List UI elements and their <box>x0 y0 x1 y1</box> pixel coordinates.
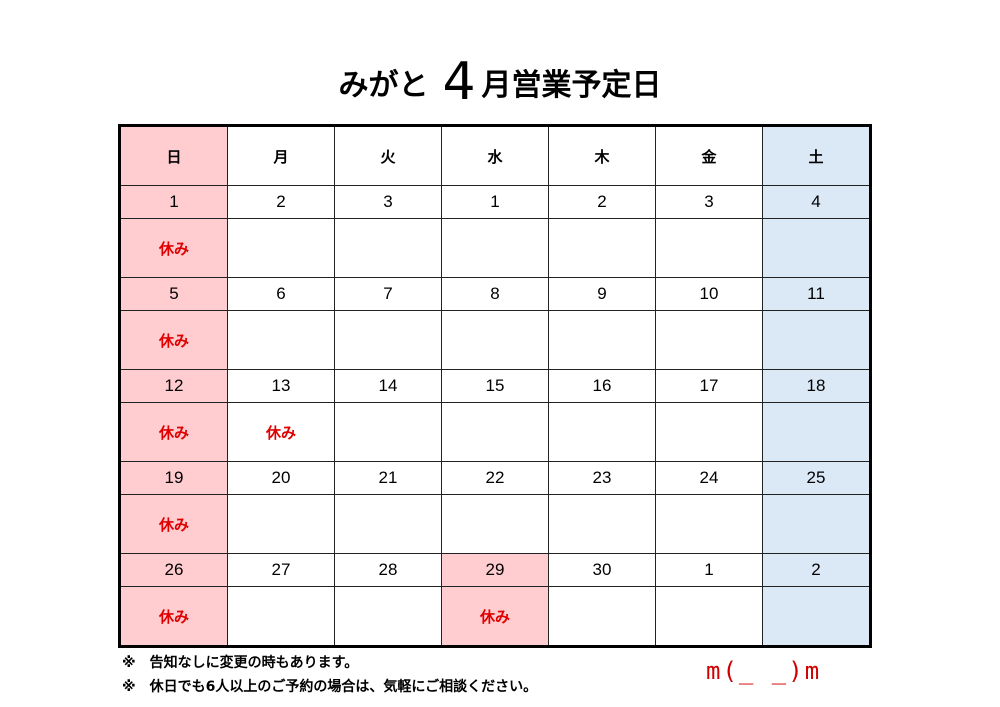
status-cell: 休み <box>119 586 228 647</box>
date-cell: 19 <box>119 461 228 495</box>
weekday-header: 土 <box>762 125 871 186</box>
page-title: みがと 4 月営業予定日 <box>0 52 1000 112</box>
note-row: 休み 休み <box>119 586 871 647</box>
date-cell: 1 <box>655 553 763 587</box>
status-cell: 休み <box>119 310 228 370</box>
status-cell <box>334 586 442 647</box>
status-cell: 休み <box>119 218 228 278</box>
status-cell <box>548 402 656 462</box>
status-cell <box>655 402 763 462</box>
date-cell: 26 <box>119 553 228 587</box>
date-cell: 11 <box>762 277 871 311</box>
status-cell <box>762 310 871 370</box>
status-cell <box>655 586 763 647</box>
date-cell: 9 <box>548 277 656 311</box>
month-number: 4 <box>442 52 476 112</box>
weekday-header: 月 <box>227 125 335 186</box>
status-cell <box>334 218 442 278</box>
status-cell <box>548 494 656 554</box>
date-cell: 27 <box>227 553 335 587</box>
date-cell: 25 <box>762 461 871 495</box>
date-cell: 8 <box>441 277 549 311</box>
footnote-1: ※ 告知なしに変更の時もあります。 <box>122 655 359 671</box>
date-cell: 3 <box>334 185 442 219</box>
date-cell: 1 <box>119 185 228 219</box>
date-cell: 24 <box>655 461 763 495</box>
status-cell <box>334 402 442 462</box>
status-cell <box>762 402 871 462</box>
date-cell: 10 <box>655 277 763 311</box>
weekday-header: 金 <box>655 125 763 186</box>
date-cell: 5 <box>119 277 228 311</box>
date-cell: 29 <box>441 553 549 587</box>
note-row: 休み 休み <box>119 402 871 462</box>
date-cell: 22 <box>441 461 549 495</box>
date-cell: 6 <box>227 277 335 311</box>
date-cell: 7 <box>334 277 442 311</box>
status-cell: 休み <box>227 402 335 462</box>
shop-name: みがと <box>338 68 429 103</box>
status-cell <box>762 494 871 554</box>
status-cell: 休み <box>119 494 228 554</box>
weekday-header-row: 日月火水木金土 <box>119 125 871 186</box>
date-cell: 3 <box>655 185 763 219</box>
date-cell: 23 <box>548 461 656 495</box>
note-row: 休み <box>119 218 871 278</box>
date-cell: 28 <box>334 553 442 587</box>
note-row: 休み <box>119 310 871 370</box>
date-row: 26 27 28 29 30 1 2 <box>119 553 871 587</box>
status-cell: 休み <box>441 586 549 647</box>
date-cell: 4 <box>762 185 871 219</box>
status-cell <box>655 310 763 370</box>
date-row: 5 6 7 8 9 10 11 <box>119 277 871 311</box>
date-cell: 20 <box>227 461 335 495</box>
status-cell <box>334 310 442 370</box>
date-row: 12 13 14 15 16 17 18 <box>119 369 871 403</box>
date-cell: 15 <box>441 369 549 403</box>
weekday-header: 日 <box>119 125 228 186</box>
date-row: 19 20 21 22 23 24 25 <box>119 461 871 495</box>
date-cell: 30 <box>548 553 656 587</box>
status-cell <box>655 494 763 554</box>
weekday-header: 木 <box>548 125 656 186</box>
status-cell <box>441 402 549 462</box>
weekday-header: 水 <box>441 125 549 186</box>
note-row: 休み <box>119 494 871 554</box>
date-cell: 17 <box>655 369 763 403</box>
status-cell <box>441 218 549 278</box>
status-cell <box>227 494 335 554</box>
date-cell: 1 <box>441 185 549 219</box>
status-cell <box>334 494 442 554</box>
footnote-2: ※ 休日でも6人以上のご予約の場合は、気軽にご相談ください。 <box>122 679 538 695</box>
date-cell: 16 <box>548 369 656 403</box>
date-cell: 12 <box>119 369 228 403</box>
status-cell <box>762 218 871 278</box>
status-cell <box>227 310 335 370</box>
date-cell: 13 <box>227 369 335 403</box>
status-cell <box>548 218 656 278</box>
date-cell: 2 <box>762 553 871 587</box>
calendar-table: 日月火水木金土 1 2 3 1 2 3 4 休み 5 6 7 8 9 10 11 休み 12 13 14 15 16 17 1… <box>118 124 872 648</box>
status-cell <box>227 218 335 278</box>
date-cell: 14 <box>334 369 442 403</box>
date-cell: 18 <box>762 369 871 403</box>
title-suffix: 月営業予定日 <box>481 68 662 103</box>
weekday-header: 火 <box>334 125 442 186</box>
date-cell: 21 <box>334 461 442 495</box>
status-cell <box>548 310 656 370</box>
status-cell <box>655 218 763 278</box>
status-cell <box>441 310 549 370</box>
status-cell <box>441 494 549 554</box>
status-cell <box>762 586 871 647</box>
status-cell <box>227 586 335 647</box>
status-cell: 休み <box>119 402 228 462</box>
emoticon: m(_ _)m <box>706 657 822 685</box>
status-cell <box>548 586 656 647</box>
date-cell: 2 <box>548 185 656 219</box>
date-cell: 2 <box>227 185 335 219</box>
